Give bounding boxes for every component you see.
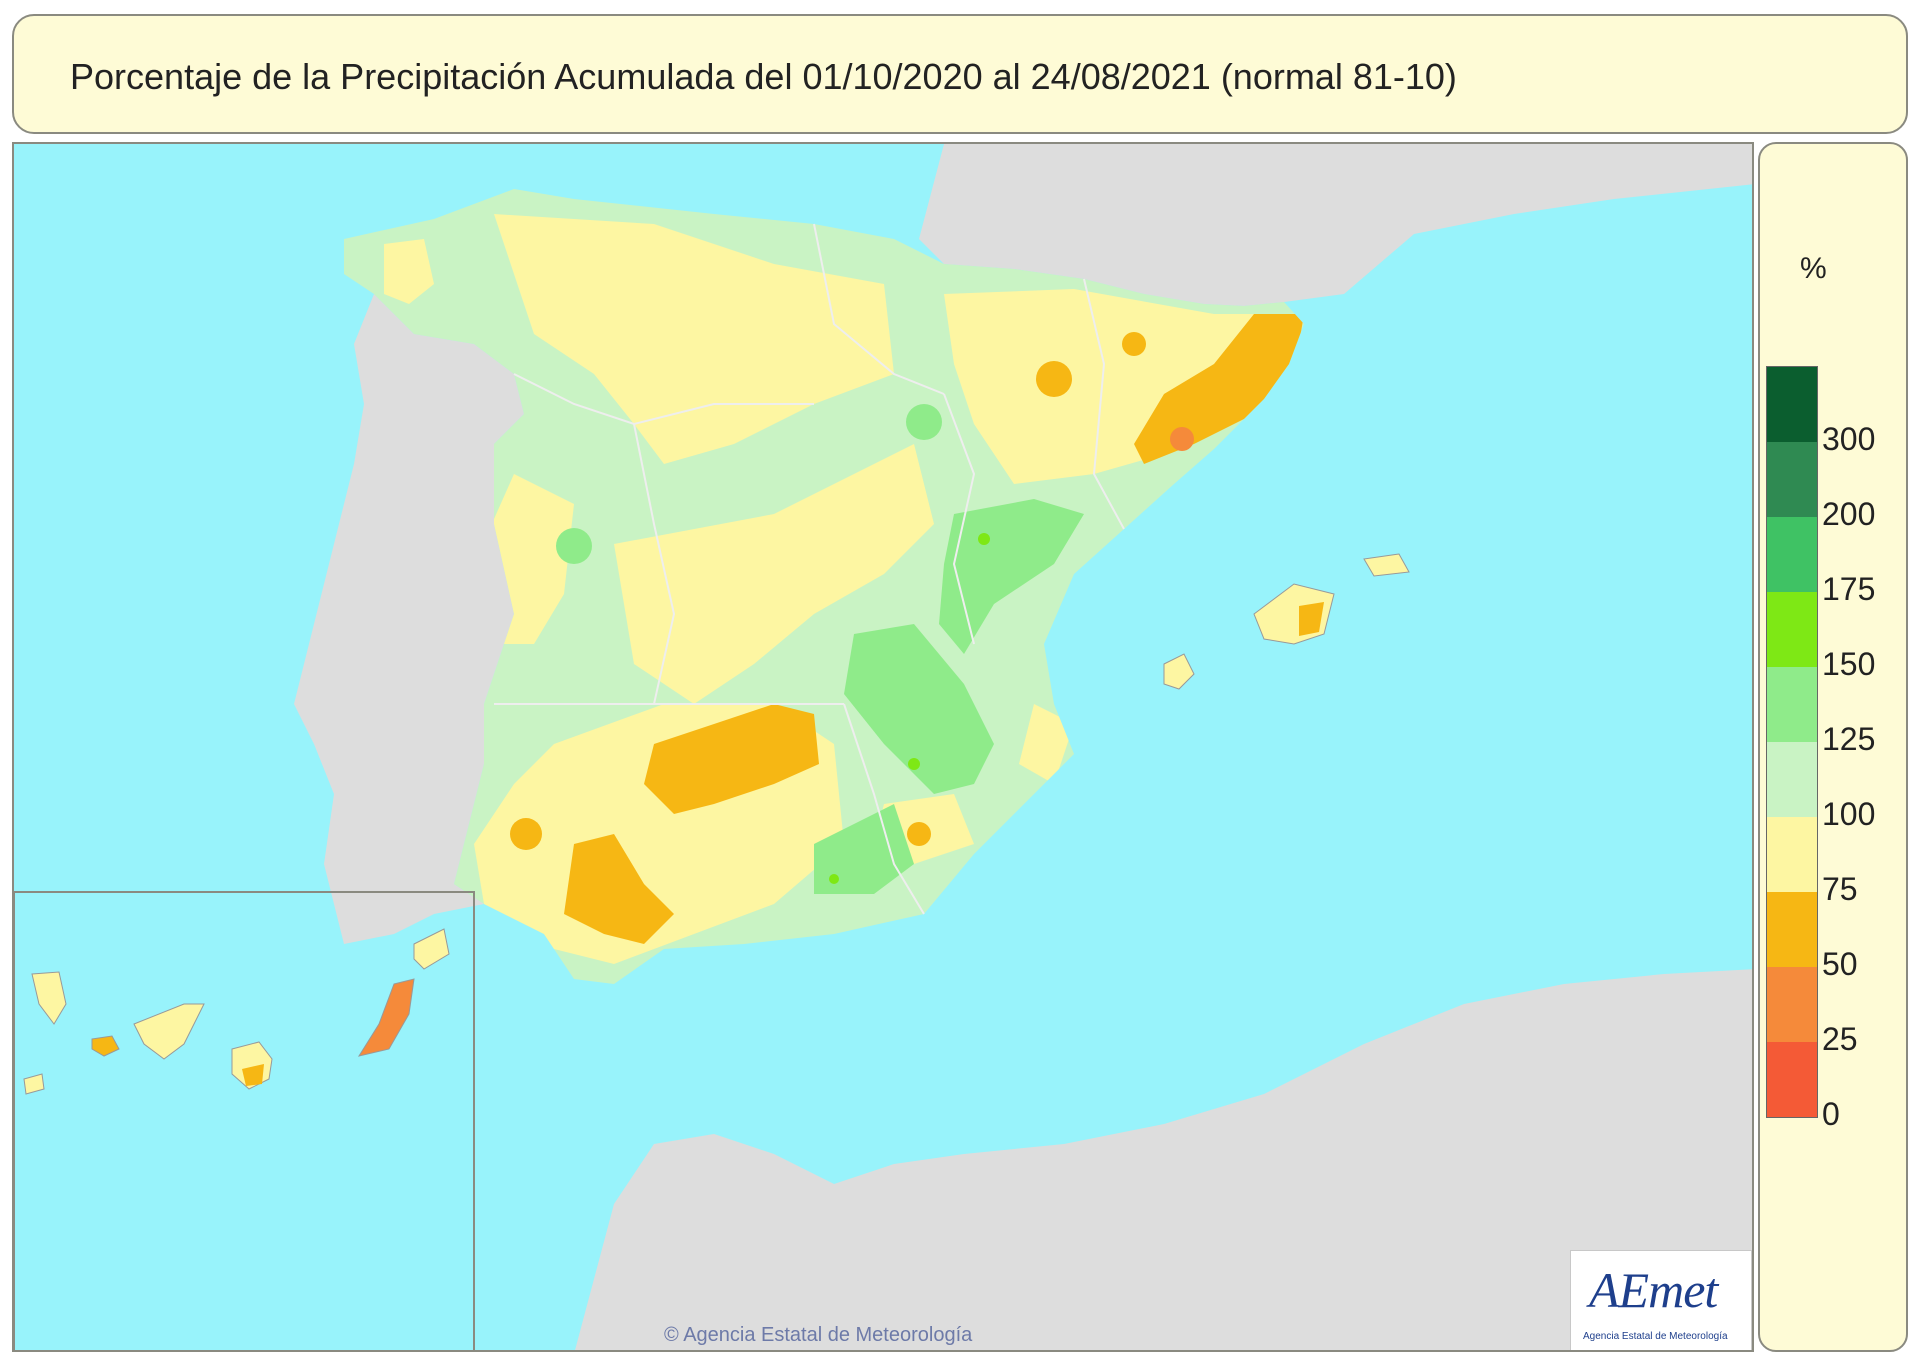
map-panel: © Agencia Estatal de Meteorología AEmet … (12, 142, 1754, 1352)
menorca-island (1363, 553, 1410, 577)
island-lanzarote (413, 928, 450, 970)
legend-label: 25 (1822, 1021, 1858, 1057)
legend-label: 200 (1822, 496, 1876, 532)
legend-swatch (1767, 892, 1817, 967)
legend-color-bar (1766, 366, 1818, 1118)
canary-inset-frame (14, 891, 475, 1350)
ibiza-island (1163, 653, 1195, 690)
zone-75-100-north (494, 214, 894, 464)
legend-label: 50 (1822, 946, 1858, 982)
island-el-hierro (23, 1073, 45, 1095)
island-tenerife (133, 1003, 205, 1060)
zone-125-150-spot2 (556, 528, 592, 564)
zone-75-100-center (614, 444, 934, 704)
legend-label: 100 (1822, 796, 1876, 832)
zone-50-75-almeria (907, 822, 931, 846)
africa-land (575, 969, 1752, 1350)
legend-label: 125 (1822, 721, 1876, 757)
zone-125-150-spot1 (906, 404, 942, 440)
zone-125-150-murcia (814, 804, 914, 894)
legend-swatch (1767, 742, 1817, 817)
legend-label: 175 (1822, 571, 1876, 607)
zone-50-75-catalonia (1134, 314, 1304, 464)
legend-swatch (1767, 667, 1817, 742)
map-title: Porcentaje de la Precipitación Acumulada… (70, 56, 1457, 97)
legend-swatch (1767, 517, 1817, 592)
zone-50-75-sevilla (564, 834, 674, 944)
legend-panel: % 300 200 175 150 125 100 75 50 25 0 (1758, 142, 1908, 1352)
mallorca-dry-zone (1299, 602, 1324, 636)
legend-label: 150 (1822, 646, 1876, 682)
island-gran-canaria-dry (242, 1064, 264, 1086)
zone-50-75-lleida (1036, 361, 1072, 397)
zone-75-100-galicia (384, 239, 434, 304)
precipitation-map (14, 144, 1752, 1350)
zone-50-75-huelva (510, 818, 542, 850)
zone-150-175-spot1 (978, 533, 990, 545)
region-boundaries (494, 223, 1125, 915)
legend-swatch (1767, 1042, 1817, 1117)
island-la-palma (31, 971, 67, 1025)
zone-75-100-alicante (1019, 704, 1074, 784)
zone-50-75-la-mancha (644, 704, 819, 814)
zone-50-75-barcelona (1122, 332, 1146, 356)
credit-text: © Agencia Estatal de Meteorología (664, 1324, 973, 1346)
legend-swatch (1767, 367, 1817, 442)
zone-125-150-cuenca (844, 624, 994, 794)
zone-125-150-iberico (939, 499, 1084, 654)
legend-swatch (1767, 592, 1817, 667)
zone-150-175-spot3 (829, 874, 839, 884)
island-la-gomera (91, 1035, 120, 1057)
zone-75-100-aragon (944, 289, 1284, 484)
aemet-logo: AEmet Agencia Estatal de Meteorología (1570, 1250, 1752, 1350)
portugal-land (294, 294, 524, 944)
zone-25-50-catalonia (1170, 427, 1194, 451)
legend-swatch (1767, 442, 1817, 517)
logo-text: AEmet (1589, 1262, 1718, 1318)
legend-unit: % (1800, 252, 1827, 285)
logo-subtitle: Agencia Estatal de Meteorología (1583, 1331, 1728, 1342)
legend-label: 0 (1822, 1096, 1840, 1132)
zone-150-175-spot2 (908, 758, 920, 770)
island-fuerteventura (357, 978, 415, 1057)
legend-swatch (1767, 817, 1817, 892)
legend-swatch (1767, 967, 1817, 1042)
title-panel: Porcentaje de la Precipitación Acumulada… (12, 14, 1908, 134)
legend-label: 75 (1822, 871, 1858, 907)
legend-label: 300 (1822, 421, 1876, 457)
france-land (919, 144, 1752, 306)
